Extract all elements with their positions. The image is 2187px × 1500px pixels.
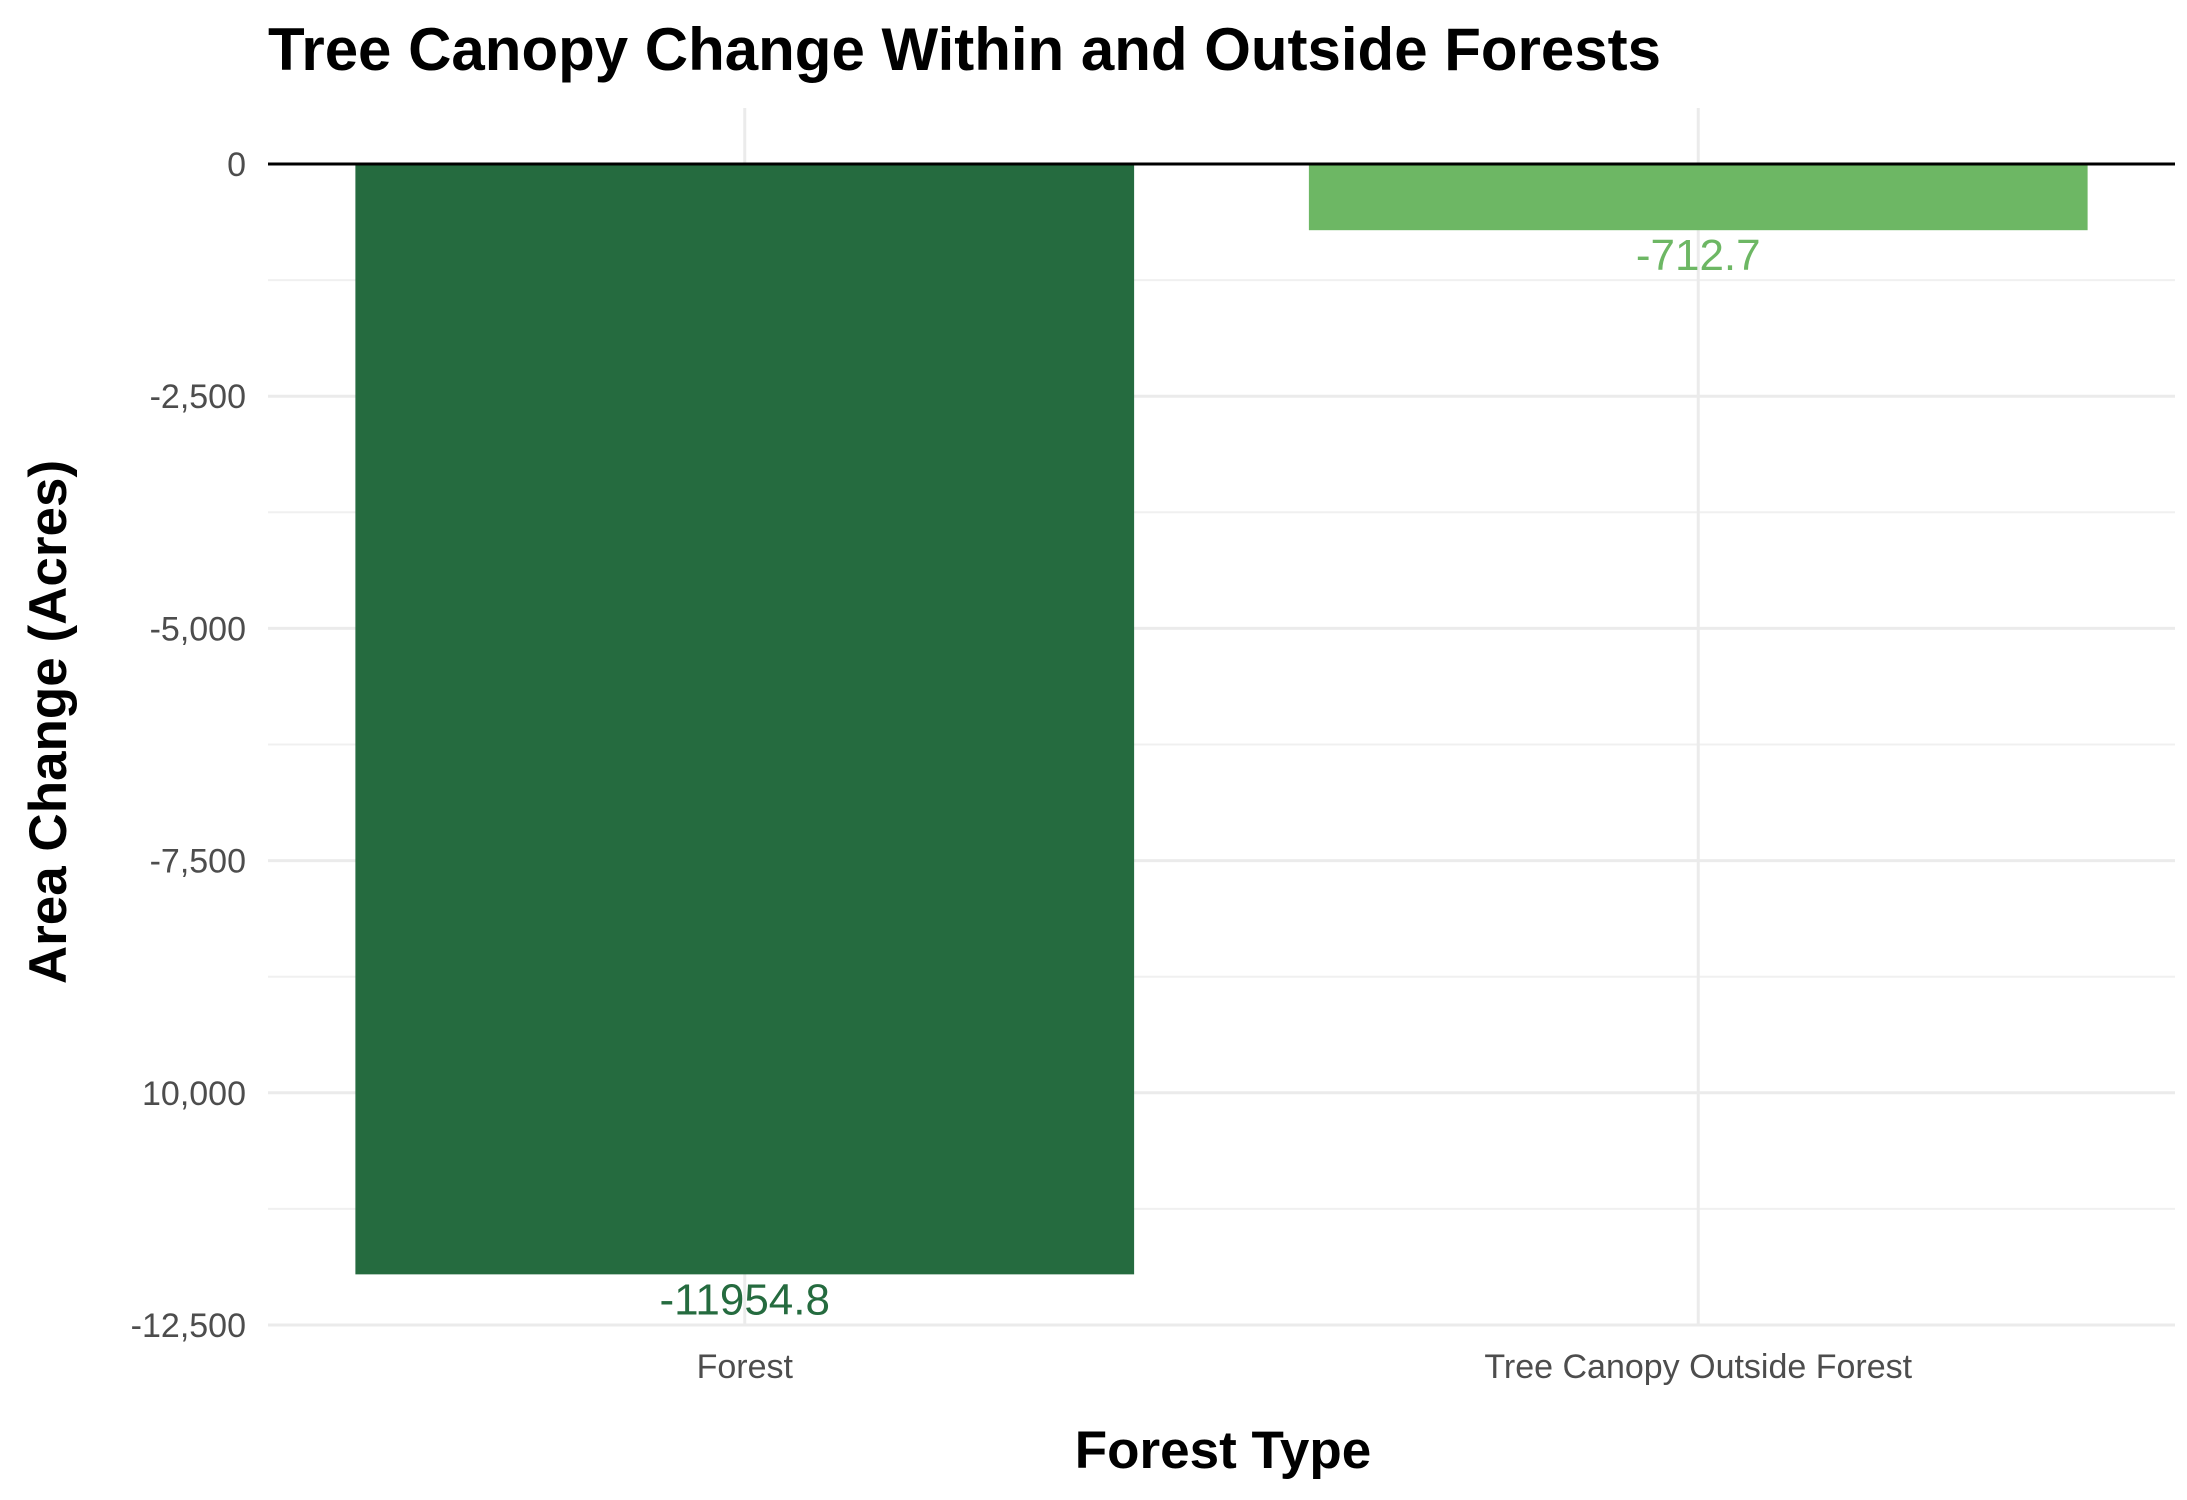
y-tick-label: 0: [227, 146, 246, 184]
y-tick-label: -7,500: [150, 843, 246, 881]
y-tick-label: -2,500: [150, 378, 246, 416]
y-axis-title: Area Change (Acres): [19, 460, 78, 984]
x-tick-label: Tree Canopy Outside Forest: [1484, 1348, 1912, 1386]
x-axis-title: Forest Type: [1075, 1421, 1371, 1480]
y-tick-labels: 0 -2,500 -5,000 -7,500 10,000 -12,500: [131, 146, 246, 1345]
y-tick-label: -12,500: [131, 1307, 246, 1345]
x-tick-labels: Forest Tree Canopy Outside Forest: [697, 1348, 1913, 1386]
bar-forest: [355, 164, 1135, 1275]
bars: [355, 164, 2088, 1275]
data-label: -712.7: [1636, 231, 1761, 280]
data-label: -11954.8: [660, 1275, 830, 1324]
y-tick-label: -5,000: [150, 610, 246, 648]
x-tick-label: Forest: [697, 1348, 794, 1386]
data-labels: -11954.8 -712.7: [660, 231, 1761, 1324]
chart-title: Tree Canopy Change Within and Outside Fo…: [268, 16, 1661, 83]
y-tick-label: 10,000: [142, 1075, 246, 1113]
bar-tree-canopy-outside-forest: [1308, 164, 2088, 231]
